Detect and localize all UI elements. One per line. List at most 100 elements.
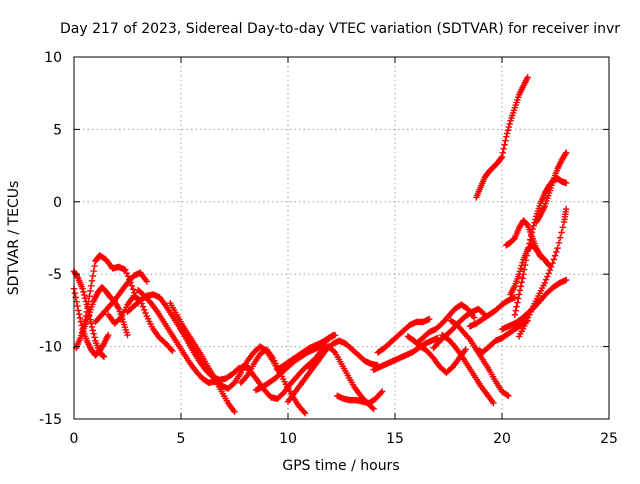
data-point-interp	[80, 288, 87, 296]
data-point	[524, 74, 531, 81]
data-point	[520, 271, 527, 278]
series-arc-34	[515, 205, 570, 340]
series-arc-09	[167, 299, 238, 415]
data-point-interp	[550, 256, 557, 263]
data-point-interp	[526, 311, 533, 318]
data-point-interp	[90, 267, 97, 275]
data-point-interp	[501, 141, 508, 148]
data-point-interp	[549, 259, 556, 267]
series-arc-30	[507, 242, 553, 298]
data-point	[563, 179, 570, 187]
data-point	[378, 388, 386, 395]
data-point-interp	[76, 314, 84, 322]
data-point-interp	[99, 352, 107, 360]
data-point-interp	[559, 224, 566, 231]
data-point-interp	[551, 252, 559, 259]
x-tick-labels: 0 5 10 15 20 25	[70, 431, 618, 447]
data-point-interp	[88, 277, 96, 285]
data-point	[470, 314, 478, 321]
data-point-interp	[529, 225, 537, 233]
data-point-interp	[123, 269, 130, 277]
data-point	[87, 282, 95, 289]
data-point-interp	[72, 294, 79, 301]
y-tick-label: 0	[53, 195, 62, 211]
data-point	[498, 153, 506, 161]
data-point	[124, 331, 131, 339]
data-point	[105, 331, 112, 339]
y-tick-label: -15	[39, 412, 62, 428]
data-point-interp	[512, 307, 519, 314]
data-point-interp	[499, 149, 507, 157]
data-point	[87, 320, 95, 327]
x-axis-label: GPS time / hours	[282, 458, 399, 474]
data-point-interp	[71, 289, 79, 297]
data-point-interp	[369, 404, 376, 411]
data-point	[528, 229, 536, 236]
plot-frame	[73, 56, 610, 420]
data-point	[231, 408, 238, 415]
data-point-interp	[500, 145, 507, 153]
y-tick-label: -5	[48, 267, 62, 283]
x-tick-label: 20	[493, 431, 511, 447]
data-point-interp	[140, 306, 148, 314]
data-point-interp	[530, 222, 537, 230]
data-point-interp	[545, 270, 552, 277]
data-point-interp	[523, 252, 531, 259]
data-point-interp	[553, 248, 560, 256]
data-point	[503, 133, 510, 140]
series-arc-24	[438, 331, 497, 407]
data-point-interp	[505, 123, 513, 131]
data-point-interp	[516, 287, 524, 294]
series-arc-20	[374, 315, 433, 356]
series-arc-28	[473, 74, 531, 201]
data-point	[563, 149, 570, 156]
data-point	[511, 294, 519, 301]
series-arc-27	[473, 317, 531, 356]
data-point-interp	[513, 303, 520, 310]
data-point-interp	[527, 236, 534, 243]
data-point	[511, 311, 519, 318]
data-point	[563, 205, 570, 213]
series-arc-05	[92, 269, 150, 326]
data-point-interp	[85, 298, 92, 305]
data-point	[301, 410, 309, 417]
data-point	[370, 405, 377, 413]
data-point	[122, 266, 129, 274]
data-point	[541, 279, 548, 287]
y-axis-label: SDTVAR / TECUs	[6, 181, 22, 296]
series-arc-08	[135, 286, 219, 386]
series-arc-18	[334, 388, 386, 407]
x-tick-label: 0	[70, 431, 79, 447]
data-point-interp	[557, 234, 564, 241]
data-point	[505, 392, 512, 400]
axis-ticks	[73, 56, 610, 420]
data-point-interp	[81, 316, 89, 324]
data-point-interp	[86, 293, 93, 300]
series-arc-06	[105, 292, 176, 355]
data-point-interp	[521, 266, 528, 273]
data-point-interp	[523, 317, 531, 324]
series-arc-25	[447, 317, 512, 400]
series-arc-32	[533, 149, 570, 226]
data-point	[128, 282, 135, 289]
data-point-interp	[544, 273, 551, 280]
data-point-interp	[518, 279, 525, 286]
x-tick-label: 10	[279, 431, 297, 447]
data-point-interp	[519, 275, 526, 282]
data-point	[75, 307, 82, 314]
data-point	[331, 331, 339, 339]
y-tick-label: -10	[39, 340, 62, 356]
data-point-interp	[75, 310, 83, 318]
data-point-interp	[89, 272, 97, 280]
data-point	[83, 308, 91, 316]
series-arc-26	[466, 294, 519, 330]
data-point-interp	[524, 314, 532, 321]
data-point-interp	[517, 265, 525, 272]
data-point-interp	[525, 244, 532, 251]
data-marks	[70, 74, 570, 417]
data-point-interp	[527, 232, 535, 240]
data-point-interp	[542, 276, 550, 283]
chart-title: Day 217 of 2023, Sidereal Day-to-day VTE…	[60, 21, 620, 37]
